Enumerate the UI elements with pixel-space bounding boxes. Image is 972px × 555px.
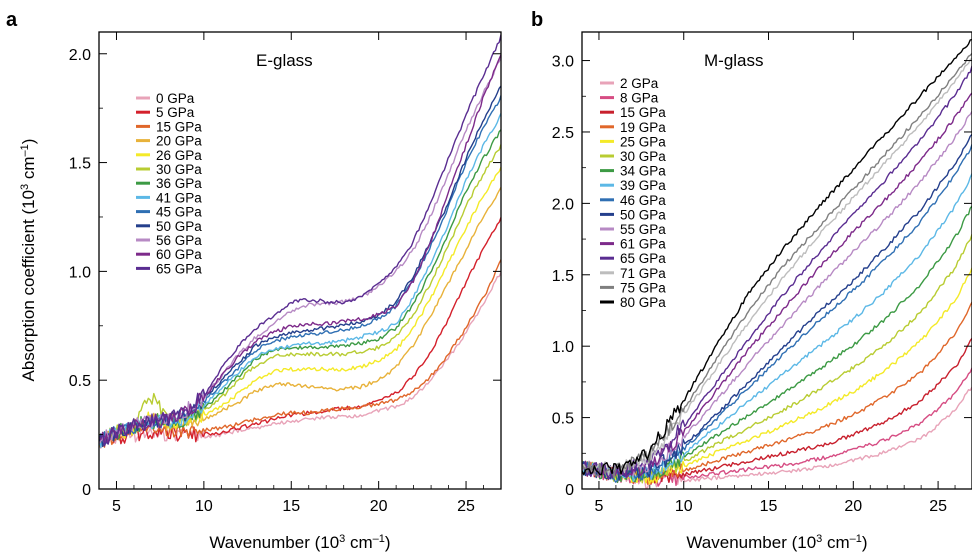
legend-label: 8 GPa <box>620 91 659 106</box>
legend-label: 46 GPa <box>620 193 666 208</box>
series-line <box>582 52 972 479</box>
panel-a-plot-frame <box>98 31 502 490</box>
legend-label: 20 GPa <box>156 134 202 149</box>
series-line <box>582 110 972 478</box>
panel-b-x-axis-title: Wavenumber (103 cm–1) <box>686 533 867 552</box>
x-tick-label: 5 <box>595 498 604 515</box>
legend-label: 30 GPa <box>620 149 666 164</box>
panel-b-series-layer <box>582 38 972 489</box>
series-line <box>582 57 972 476</box>
panel-a-series-layer <box>99 34 501 449</box>
panel-a-x-axis-title: Wavenumber (103 cm–1) <box>209 533 390 552</box>
legend-label: 34 GPa <box>620 164 666 179</box>
legend-label: 25 GPa <box>620 134 666 149</box>
legend-label: 65 GPa <box>620 251 666 266</box>
series-line <box>99 259 501 448</box>
legend-label: 15 GPa <box>156 119 202 134</box>
x-tick-label: 15 <box>760 498 778 515</box>
panel-b: b M-glass 5 10 15 20 25 0 0.5 1.0 1.5 2.0 2.5 3.0 2… <box>531 9 972 552</box>
x-tick-label: 25 <box>457 498 475 515</box>
legend-label: 60 GPa <box>156 247 202 262</box>
y-tick-label: 3.0 <box>552 54 574 71</box>
panel-a-title: E-glass <box>256 51 313 70</box>
x-tick-label: 10 <box>195 498 213 515</box>
y-tick-label: 1.0 <box>552 339 574 356</box>
legend-label: 5 GPa <box>156 105 195 120</box>
series-line <box>582 133 972 481</box>
legend-label: 0 GPa <box>156 91 195 106</box>
panel-b-title: M-glass <box>704 51 764 70</box>
legend-label: 36 GPa <box>156 176 202 191</box>
panel-b-ticks: 5 10 15 20 25 0 0.5 1.0 1.5 2.0 2.5 3.0 <box>552 32 972 515</box>
legend-label: 50 GPa <box>620 207 666 222</box>
y-tick-label: 2.0 <box>552 196 574 213</box>
y-tick-label: 2.0 <box>69 47 91 64</box>
series-line <box>582 38 972 476</box>
series-line <box>582 267 972 485</box>
legend-label: 19 GPa <box>620 120 666 135</box>
y-tick-label: 1.0 <box>69 264 91 281</box>
legend-label: 26 GPa <box>156 148 202 163</box>
legend-label: 41 GPa <box>156 190 202 205</box>
legend-label: 71 GPa <box>620 266 666 281</box>
legend-label: 39 GPa <box>620 178 666 193</box>
series-line <box>582 386 972 489</box>
series-line <box>99 57 501 446</box>
panel-a: a E-glass 5 10 15 20 25 0 0.5 1.0 1.5 2.0 0 GPa5 … <box>6 9 502 552</box>
x-tick-label: 10 <box>675 498 693 515</box>
y-tick-label: 1.5 <box>552 268 574 285</box>
x-tick-label: 15 <box>282 498 300 515</box>
legend-label: 15 GPa <box>620 105 666 120</box>
panel-a-ticks: 5 10 15 20 25 0 0.5 1.0 1.5 2.0 <box>69 32 502 515</box>
legend-label: 2 GPa <box>620 76 659 91</box>
panel-label-b: b <box>531 9 543 31</box>
y-tick-label: 0.5 <box>69 373 91 390</box>
y-tick-label: 0.5 <box>552 411 574 428</box>
legend-label: 80 GPa <box>620 295 666 310</box>
x-tick-label: 20 <box>844 498 862 515</box>
series-line <box>582 65 972 479</box>
legend-label: 56 GPa <box>156 233 202 248</box>
panel-b-plot-frame <box>581 31 972 490</box>
legend-label: 50 GPa <box>156 219 202 234</box>
legend-label: 61 GPa <box>620 237 666 252</box>
x-tick-label: 20 <box>370 498 388 515</box>
x-tick-label: 5 <box>112 498 121 515</box>
legend-label: 55 GPa <box>620 222 666 237</box>
legend-label: 45 GPa <box>156 205 202 220</box>
legend-label: 75 GPa <box>620 280 666 295</box>
series-line <box>582 301 972 485</box>
series-line <box>99 144 501 444</box>
panel-label-a: a <box>6 9 18 31</box>
legend-label: 30 GPa <box>156 162 202 177</box>
y-tick-label: 1.5 <box>69 156 91 173</box>
y-tick-label: 0 <box>82 482 91 499</box>
series-line <box>99 272 501 449</box>
y-tick-label: 0 <box>565 482 574 499</box>
x-tick-label: 25 <box>929 498 947 515</box>
legend-label: 65 GPa <box>156 261 202 276</box>
series-line <box>99 187 501 447</box>
series-line <box>99 34 501 447</box>
panel-a-y-axis-title: Absorption coefficient (103 cm–1) <box>19 139 38 382</box>
y-tick-label: 2.5 <box>552 125 574 142</box>
